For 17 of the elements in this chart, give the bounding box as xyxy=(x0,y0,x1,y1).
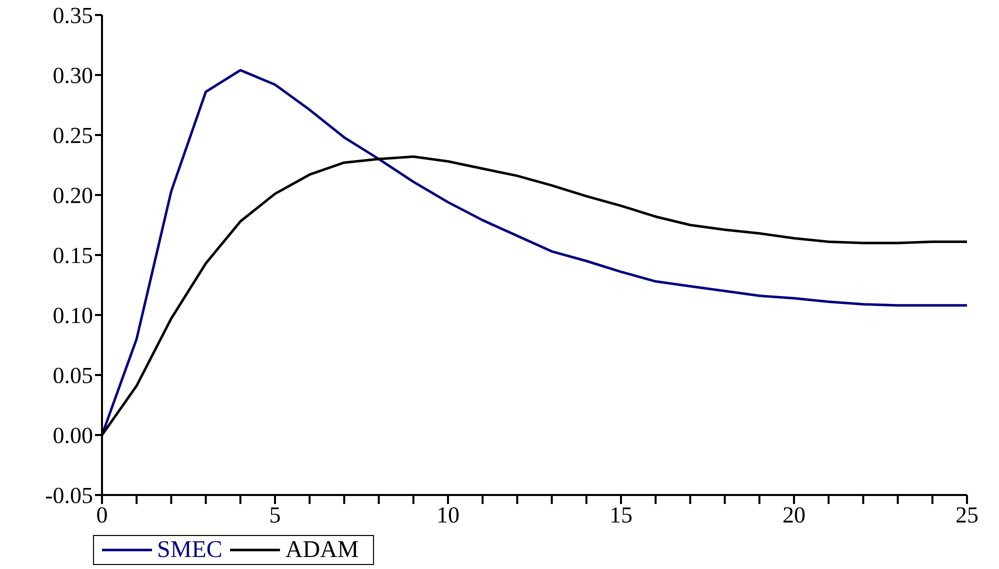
y-tick-label: 0.35 xyxy=(52,3,93,28)
y-tick-label: 0.30 xyxy=(52,63,93,88)
y-tick-label: -0.05 xyxy=(45,483,93,508)
legend-label: SMEC xyxy=(157,536,222,564)
y-tick-label: 0.10 xyxy=(52,303,93,328)
x-tick-label: 10 xyxy=(436,502,460,528)
y-tick-label: 0.00 xyxy=(52,423,93,448)
x-tick-label: 25 xyxy=(956,502,978,528)
x-tick-label: 5 xyxy=(269,502,281,528)
y-tick-label: 0.25 xyxy=(52,123,93,148)
x-tick-label: 15 xyxy=(610,502,632,528)
legend-label: ADAM xyxy=(285,536,359,564)
y-tick-label: 0.15 xyxy=(52,243,93,268)
y-tick-label: 0.20 xyxy=(52,183,93,208)
x-tick-label: 20 xyxy=(782,502,806,528)
x-tick-label: 0 xyxy=(96,502,108,528)
y-tick-label: 0.05 xyxy=(52,363,93,388)
